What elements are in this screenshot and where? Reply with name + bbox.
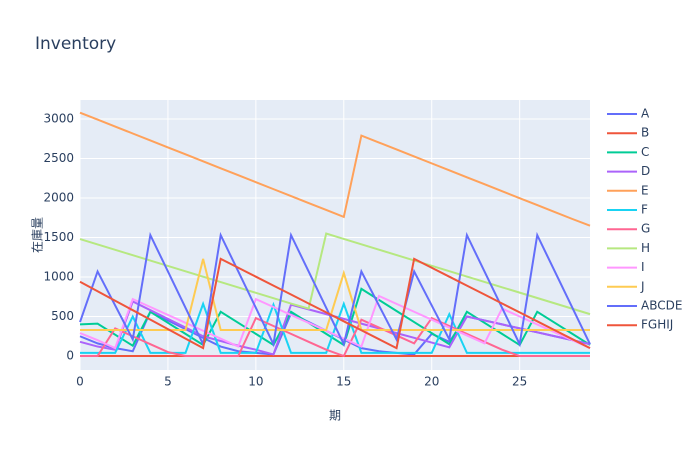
- legend-label: H: [641, 241, 650, 255]
- y-tick-label: 2000: [43, 190, 74, 204]
- series-line: [79, 111, 591, 227]
- x-tick-label: 20: [424, 375, 439, 389]
- y-tick-label: 500: [51, 309, 74, 323]
- series-line: [80, 300, 590, 354]
- series-line: [80, 258, 590, 331]
- legend-label: FGHIJ: [641, 318, 673, 332]
- x-tick-label: 10: [248, 375, 263, 389]
- legend-label: D: [641, 164, 650, 178]
- series-line: [79, 294, 591, 350]
- legend-label: A: [641, 107, 650, 121]
- x-tick-label: 5: [164, 375, 172, 389]
- x-tick-label: 15: [336, 375, 351, 389]
- legend-label: G: [641, 222, 650, 236]
- x-tick-label: 25: [512, 375, 527, 389]
- y-axis-title: 在庫量: [31, 217, 45, 253]
- legend-label: I: [641, 260, 645, 274]
- y-tick-label: 1000: [43, 269, 74, 283]
- series-line: [79, 257, 591, 350]
- legend-label: ABCDE: [641, 299, 682, 313]
- y-tick-label: 1500: [43, 230, 74, 244]
- legend-label: F: [641, 203, 648, 217]
- y-tick-label: 0: [66, 349, 74, 363]
- series-line: [79, 231, 591, 348]
- x-axis-title: 期: [329, 409, 341, 423]
- chart-title: Inventory: [35, 34, 116, 54]
- y-tick-label: 2500: [43, 151, 74, 165]
- legend-label: B: [641, 126, 649, 140]
- legend-label: E: [641, 183, 649, 197]
- series-line: [79, 287, 591, 348]
- series-line: [80, 316, 590, 358]
- legend-label: J: [640, 279, 645, 293]
- y-tick-label: 3000: [43, 111, 74, 125]
- legend-label: C: [641, 145, 649, 159]
- x-tick-label: 0: [76, 375, 84, 389]
